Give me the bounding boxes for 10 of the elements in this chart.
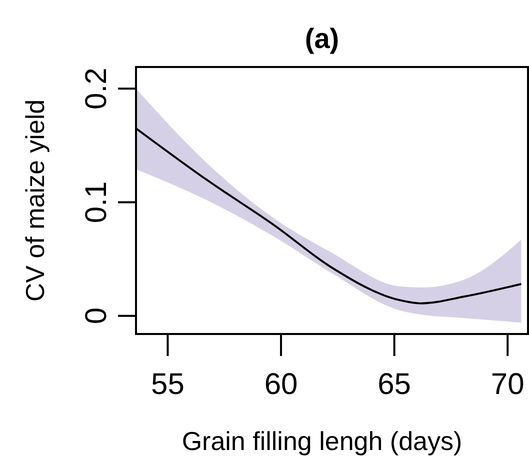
x-tick-label: 70 <box>490 368 524 401</box>
y-tick-label: 0.2 <box>80 68 113 110</box>
y-tick-label: 0 <box>80 307 113 324</box>
y-tick-label: 0.1 <box>80 181 113 224</box>
x-tick-label: 65 <box>378 368 411 401</box>
y-axis-title: CV of maize yield <box>20 99 50 302</box>
x-tick-label: 60 <box>264 368 298 401</box>
chart-title: (a) <box>304 23 340 54</box>
x-tick-label: 55 <box>151 368 184 401</box>
x-axis-title: Grain filling lengh (days) <box>182 426 462 456</box>
